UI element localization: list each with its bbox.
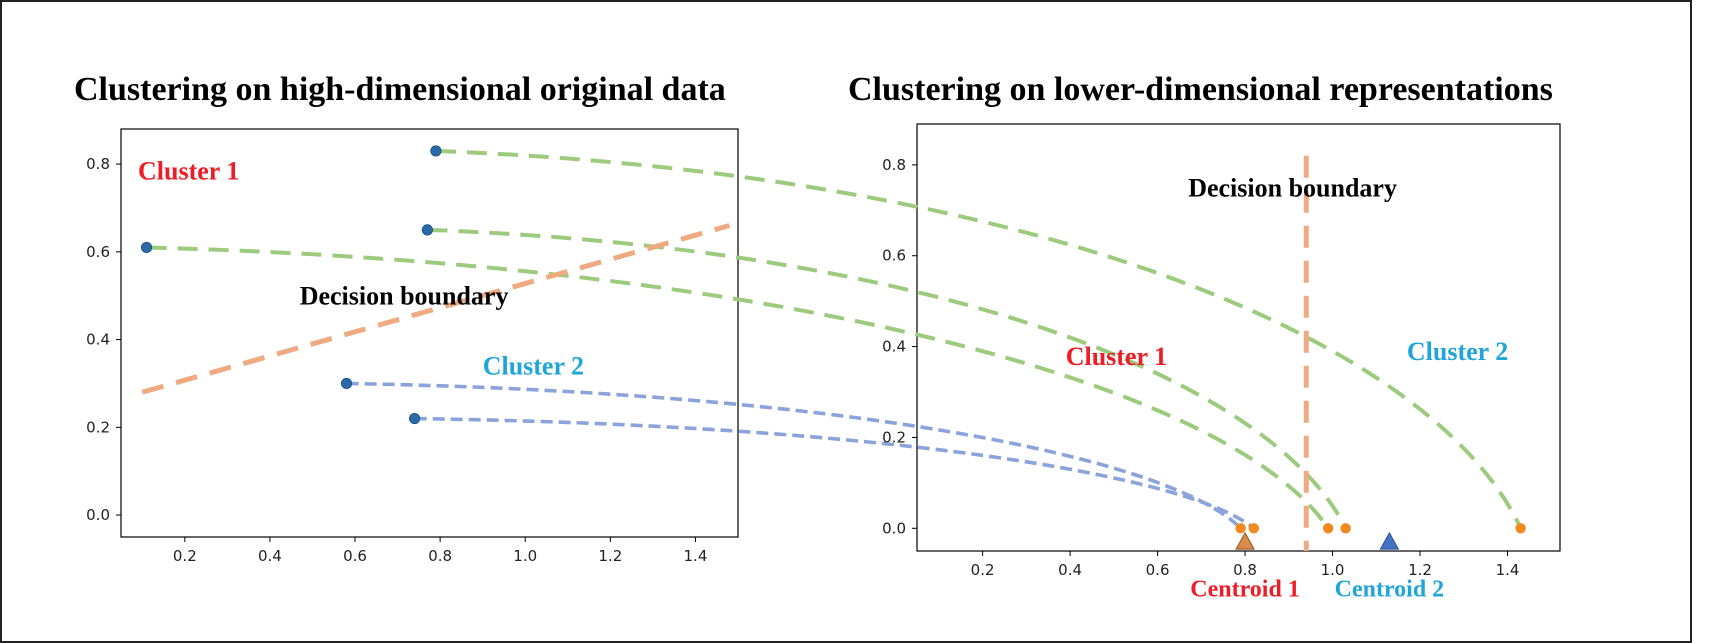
right-chart-title: Clustering on lower-dimensional represen…	[848, 71, 1553, 108]
y-tick-label: 0.4	[882, 338, 906, 356]
centroid-2-marker	[1379, 531, 1400, 550]
right-boundary-label: Decision boundary	[1188, 174, 1397, 203]
x-tick-label: 0.8	[1233, 561, 1257, 579]
y-tick-label: 0.2	[882, 428, 906, 446]
data-point	[1322, 523, 1334, 534]
x-tick-label: 0.2	[173, 547, 197, 565]
mapping-curve	[427, 227, 1348, 530]
data-point	[1248, 523, 1260, 534]
x-tick-label: 0.4	[1058, 561, 1082, 579]
mapping-curve	[414, 416, 1255, 530]
left-boundary-label: Decision boundary	[300, 281, 509, 310]
right-cluster2-label: Cluster 2	[1407, 337, 1508, 366]
x-tick-label: 1.2	[598, 547, 622, 565]
data-point	[1340, 523, 1351, 534]
right-cluster1-label: Cluster 1	[1066, 342, 1167, 371]
left-decision-boundary-line	[141, 223, 731, 395]
left-data-points	[140, 145, 442, 425]
right-plot-area	[916, 123, 1561, 552]
x-tick-label: 1.0	[513, 547, 537, 565]
data-point	[430, 145, 442, 157]
annotations: Cluster 1 Decision boundary Cluster 2 Decis…	[138, 156, 1508, 602]
centroid-1-marker	[1235, 531, 1255, 550]
y-tick-label: 0.6	[86, 243, 110, 261]
right-centroid2-label: Centroid 2	[1335, 576, 1445, 602]
y-tick-label: 0.4	[86, 331, 110, 349]
mapping-curve	[435, 148, 1523, 530]
mapping-curves	[146, 148, 1523, 530]
x-tick-label: 0.4	[258, 547, 282, 565]
y-tick-label: 0.0	[882, 519, 906, 537]
left-axis-ticks: 0.2 0.4 0.6 0.8 1.0 1.2 1.4 0.0 0.2 0.4 0.6 0.8	[86, 155, 707, 565]
data-point	[1515, 523, 1526, 534]
decision-boundaries	[141, 155, 1309, 551]
y-tick-label: 0.8	[86, 155, 110, 173]
x-tick-label: 1.0	[1321, 561, 1345, 579]
right-axis-ticks: 0.2 0.4 0.6 0.8 1.0 1.2 1.4 0.0 0.2 0.4 0.6 0.8	[882, 156, 1519, 579]
mapping-curve	[146, 245, 1330, 530]
x-tick-label: 1.4	[1496, 561, 1520, 579]
data-point	[140, 241, 153, 254]
x-tick-label: 0.6	[1146, 561, 1170, 579]
y-tick-label: 0.2	[86, 418, 110, 436]
data-point	[1235, 523, 1246, 534]
left-plot-area	[120, 128, 739, 538]
right-data-points	[1235, 523, 1526, 550]
mapping-curve	[346, 381, 1242, 530]
y-tick-label: 0.0	[86, 506, 110, 524]
data-point	[409, 412, 421, 425]
left-cluster1-label: Cluster 1	[138, 156, 239, 185]
left-chart-title: Clustering on high-dimensional original …	[74, 71, 726, 108]
x-tick-label: 0.8	[428, 547, 452, 565]
x-tick-label: 1.2	[1408, 561, 1432, 579]
data-point	[340, 377, 353, 390]
x-tick-label: 0.2	[971, 561, 995, 579]
left-cluster2-label: Cluster 2	[483, 352, 584, 381]
x-tick-label: 0.6	[343, 547, 367, 565]
right-centroid1-label: Centroid 1	[1190, 576, 1300, 602]
y-tick-label: 0.6	[882, 247, 906, 265]
data-point	[421, 224, 433, 236]
y-tick-label: 0.8	[882, 156, 906, 174]
x-tick-label: 1.4	[684, 547, 708, 565]
